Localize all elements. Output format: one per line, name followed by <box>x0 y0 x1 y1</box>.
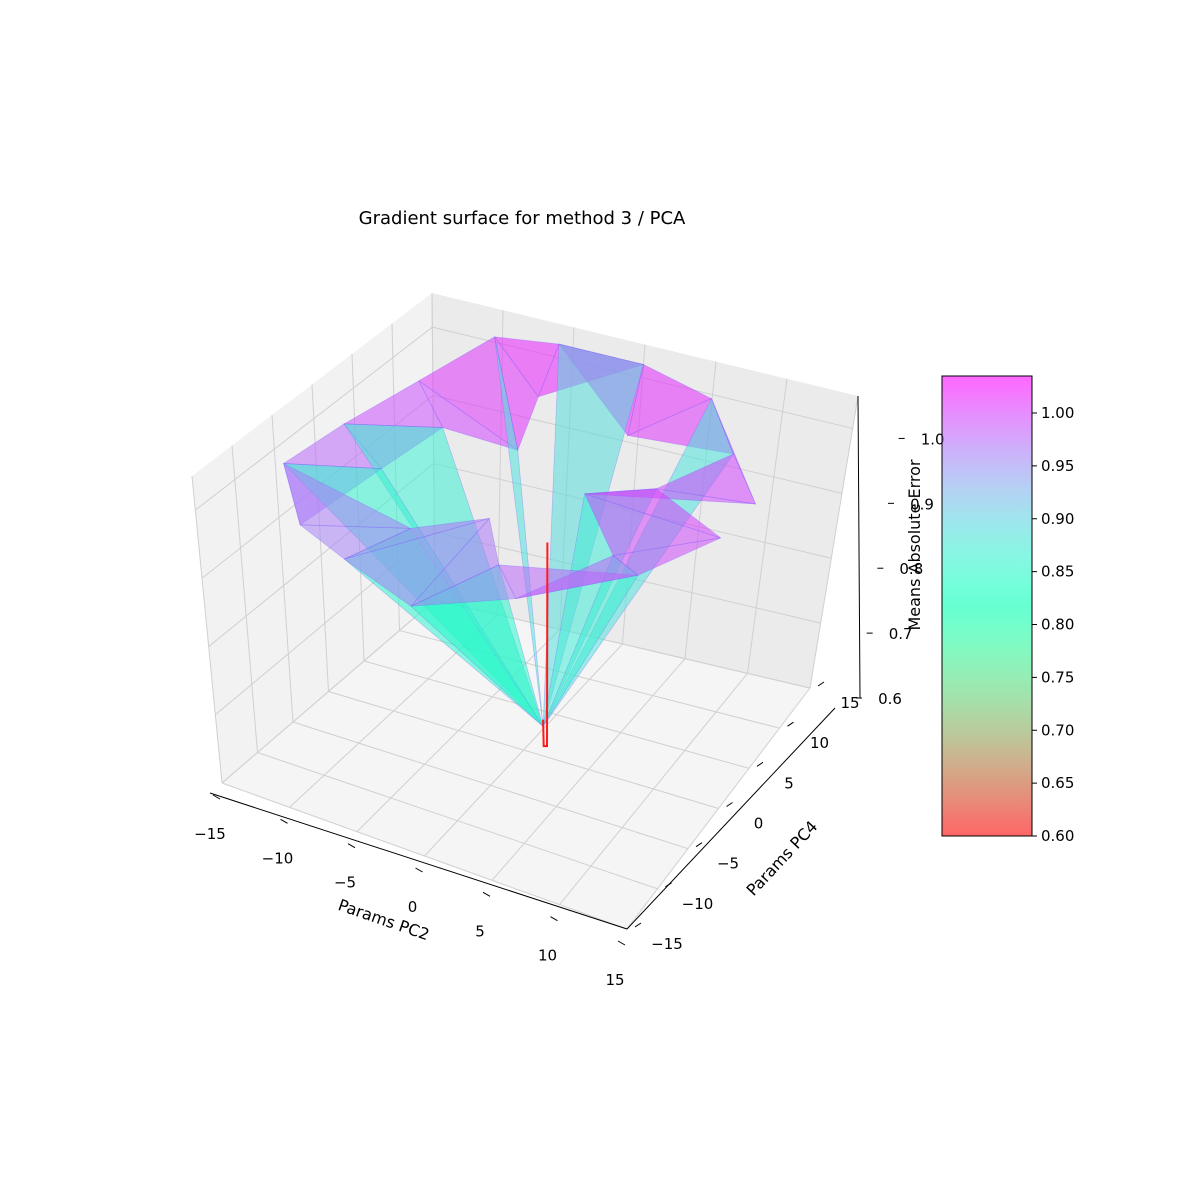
colorbar-tick-label: 0.70 <box>1041 721 1074 739</box>
y-tick-label: 10 <box>810 734 829 752</box>
trajectory-line <box>542 542 549 748</box>
y-tick-mark <box>634 922 642 928</box>
surface-facet <box>584 488 721 539</box>
y-tick-label: 15 <box>840 694 859 712</box>
surface-facet <box>283 462 411 529</box>
x-tick-label: 5 <box>475 922 485 940</box>
floor-gridline-y <box>257 752 658 890</box>
z-tick-label: 0.6 <box>878 690 902 708</box>
floor-gridline-y <box>221 782 628 930</box>
descent-trajectory <box>542 542 549 748</box>
y-tick-mark <box>756 761 764 767</box>
surface-facet <box>418 380 519 451</box>
side-gridline-y <box>271 414 294 723</box>
x-tick-label: −10 <box>262 849 294 867</box>
floor-gridline-y <box>363 660 750 769</box>
z-tick-label: 1.0 <box>921 430 945 448</box>
error-surface <box>282 336 757 728</box>
colorbar: 0.60 0.65 0.70 0.75 0.80 0.85 0.90 0.95 1.00 <box>941 375 1074 845</box>
colorbar-tick-label: 0.85 <box>1041 563 1074 581</box>
x-tick-mark <box>550 916 558 922</box>
side-gridline-z <box>195 326 433 511</box>
surface-facet <box>627 363 713 437</box>
x-axis-label: Params PC2 <box>336 895 432 944</box>
colorbar-gradient <box>941 375 1033 837</box>
colorbar-tick-label: 1.00 <box>1041 404 1074 422</box>
y-tick-mark <box>726 802 733 807</box>
z-tick-label: 0.8 <box>899 560 923 578</box>
floor-pane <box>222 600 810 929</box>
axes-ticks: −15 −10 −5 0 5 10 15 −15 −10 −5 0 5 10 15 0.6 0.7 0.8 0.9… <box>194 430 944 989</box>
x-tick-label: 10 <box>538 947 557 965</box>
x-tick-label: 15 <box>605 971 624 989</box>
x-tick-label: −5 <box>334 874 356 892</box>
y-tick-label: −5 <box>717 855 739 873</box>
y-tick-label: 0 <box>754 815 764 833</box>
x-tick-mark <box>280 818 288 824</box>
y-tick-label: −15 <box>651 935 683 953</box>
y-tick-label: 5 <box>784 774 794 792</box>
colorbar-tick-label: 0.90 <box>1041 510 1074 528</box>
colorbar-tick-label: 0.80 <box>1041 616 1074 634</box>
colorbar-tick-label: 0.95 <box>1041 457 1074 475</box>
colorbar-tick-label: 0.65 <box>1041 774 1074 792</box>
surface-facet <box>342 380 444 428</box>
colorbar-tick-label: 0.75 <box>1041 668 1074 686</box>
y-tick-label: −10 <box>682 895 714 913</box>
x-tick-mark <box>482 891 491 897</box>
floor-gridline-y <box>292 721 689 850</box>
x-axis-line <box>209 792 628 930</box>
side-gridline-z <box>221 599 436 784</box>
z-axis-line <box>857 395 861 699</box>
x-tick-label: −15 <box>194 825 226 843</box>
y-tick-mark <box>817 681 825 687</box>
x-tick-label: 0 <box>408 898 418 916</box>
side-gridline-y <box>191 475 223 784</box>
x-tick-mark <box>212 794 221 800</box>
z-tick-label: 0.7 <box>889 625 913 643</box>
chart-title: Gradient surface for method 3 / PCA <box>359 208 686 229</box>
z-axis-label: Means Absolute Error <box>905 459 924 630</box>
y-tick-mark <box>695 842 703 848</box>
floor-gridline-y <box>328 691 719 809</box>
surface-facet <box>494 336 539 452</box>
colorbar-tick-label: 0.60 <box>1041 827 1074 845</box>
x-tick-mark <box>617 940 626 946</box>
y-tick-mark <box>665 882 672 888</box>
y-axis-line <box>626 707 836 930</box>
back-gridline-x <box>747 378 788 674</box>
back-gridline-x <box>809 395 859 689</box>
x-tick-mark <box>347 843 356 849</box>
surface-facet <box>299 524 411 560</box>
z-tick-label: 0.9 <box>910 495 934 513</box>
x-tick-mark <box>415 867 423 873</box>
side-gridline-y <box>231 445 258 753</box>
axes-lines <box>209 395 861 930</box>
y-tick-mark <box>787 721 794 727</box>
